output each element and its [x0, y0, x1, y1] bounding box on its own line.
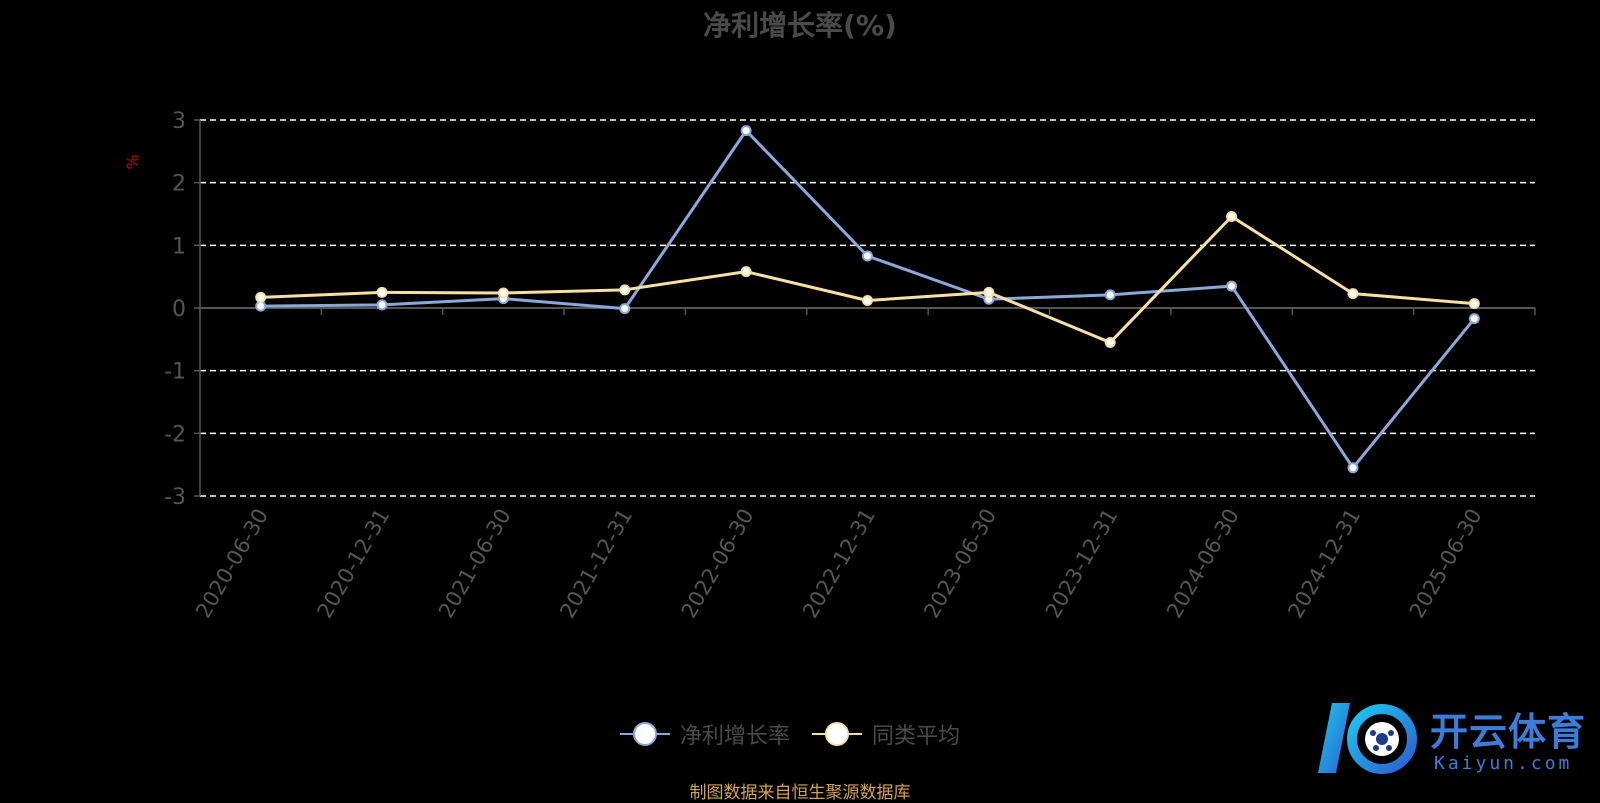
- x-tick-label-0: 2020-06-30: [191, 505, 273, 623]
- series-1: [255, 125, 1480, 474]
- data-point-s2-1: [376, 286, 388, 298]
- data-point-s2-6: [983, 286, 995, 298]
- axes: [194, 119, 1536, 497]
- x-tick-label-1: 2020-12-31: [313, 504, 395, 622]
- data-point-s1-10: [1468, 313, 1480, 325]
- x-tick-label-9: 2024-12-31: [1283, 505, 1365, 623]
- data-point-s1-5: [862, 250, 873, 262]
- data-point-s2-0: [255, 291, 267, 303]
- data-point-s1-3: [619, 303, 631, 315]
- data-point-s1-1: [376, 299, 388, 311]
- series-2: [255, 211, 1480, 348]
- data-point-s2-2: [497, 287, 509, 299]
- y-axis-label: %: [123, 154, 142, 169]
- x-tick-label-3: 2021-12-31: [555, 505, 637, 623]
- x-tick-label-10: 2025-06-30: [1405, 505, 1487, 623]
- data-point-s2-4: [740, 266, 752, 278]
- y-tick-labels: 3 2 1 0 -1 -2 -3: [164, 109, 186, 510]
- line-chart: 3 2 1 0 -1 -2 -3 2020-06-30 2020-12-31 2021-06-3…: [123, 109, 1536, 622]
- legend-item-series-2[interactable]: 同类平均: [812, 718, 960, 750]
- data-point-s1-4: [740, 125, 752, 137]
- legend-label-series-2: 同类平均: [872, 724, 961, 749]
- watermark: 开云体育 Kaiyun.com: [1310, 695, 1590, 785]
- chart-title: 净利增长率(%): [703, 9, 897, 42]
- y-tick-label-0: 3: [172, 109, 186, 134]
- x-tick-label-8: 2024-06-30: [1162, 505, 1244, 623]
- legend-swatch-series-2: [812, 722, 863, 746]
- y-tick-label-2: 1: [172, 234, 186, 259]
- legend-label-series-1: 净利增长率: [680, 724, 791, 749]
- y-tick-label-3: 0: [172, 297, 186, 322]
- x-tick-label-2: 2021-06-30: [434, 504, 516, 622]
- legend-item-series-1[interactable]: 净利增长率: [620, 718, 790, 750]
- x-tick-label-7: 2023-12-31: [1041, 505, 1123, 623]
- data-point-s2-10: [1468, 298, 1480, 310]
- series: [255, 125, 1480, 474]
- data-point-s2-9: [1347, 288, 1359, 300]
- data-point-s2-7: [1104, 336, 1116, 348]
- data-point-s1-7: [1104, 289, 1116, 301]
- x-tick-label-4: 2022-06-30: [677, 505, 759, 623]
- y-tick-label-1: 2: [172, 172, 186, 197]
- legend: 净利增长率 同类平均: [620, 718, 960, 750]
- source-note: 制图数据来自恒生聚源数据库: [689, 783, 911, 803]
- watermark-logo-icon: [1318, 703, 1417, 774]
- data-point-s2-3: [619, 284, 631, 296]
- data-point-s1-0: [255, 300, 267, 312]
- data-point-s2-8: [1226, 211, 1238, 223]
- data-point-s2-5: [862, 294, 873, 306]
- legend-swatch-series-1: [620, 722, 670, 746]
- watermark-text: 开云体育: [1430, 710, 1587, 754]
- data-point-s1-8: [1226, 280, 1238, 292]
- x-tick-label-6: 2023-06-30: [919, 505, 1001, 623]
- x-tick-label-5: 2022-12-31: [798, 505, 880, 623]
- x-tick-labels: 2020-06-30 2020-12-31 2021-06-30 2021-12-31…: [191, 504, 1486, 622]
- watermark-subtext: Kaiyun.com: [1434, 753, 1573, 774]
- y-tick-label-5: -2: [164, 422, 186, 447]
- data-point-s1-9: [1347, 462, 1359, 474]
- y-tick-label-4: -1: [164, 360, 186, 385]
- y-tick-label-6: -3: [164, 485, 186, 510]
- grid-lines: [200, 119, 1535, 497]
- series-line-2: [260, 215, 1475, 344]
